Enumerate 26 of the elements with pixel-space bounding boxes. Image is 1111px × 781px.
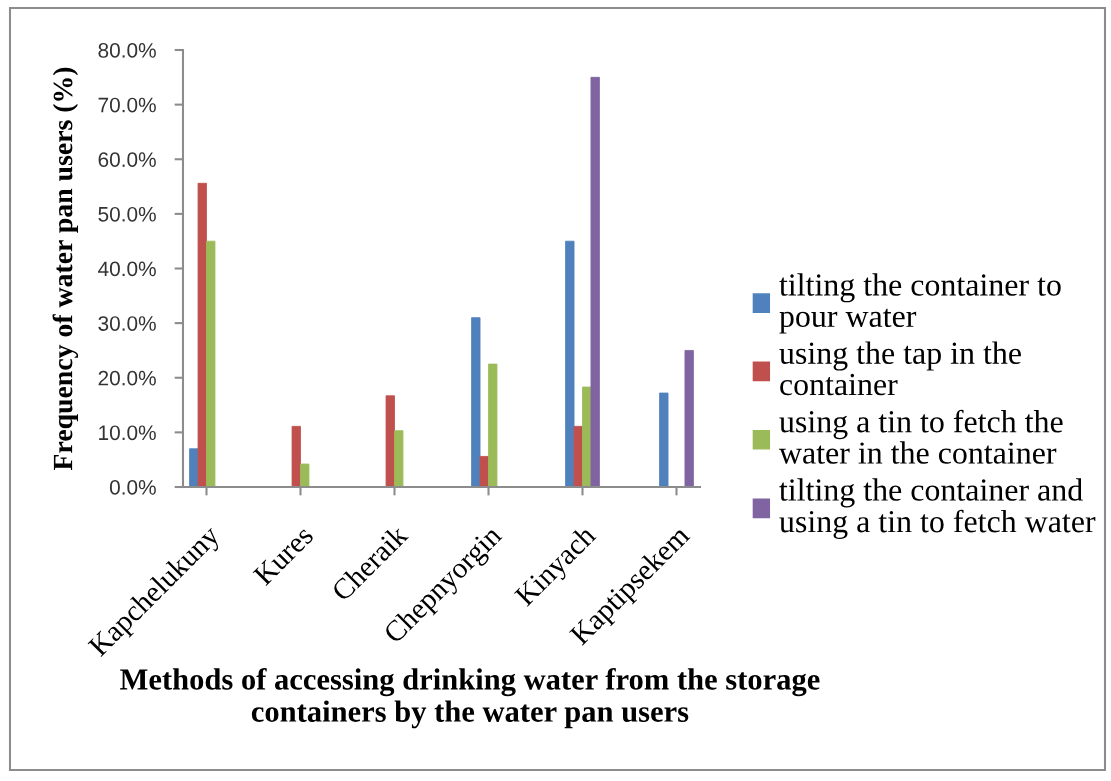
bar <box>197 182 207 487</box>
bar <box>590 76 600 487</box>
bar <box>206 240 216 487</box>
y-tick-label: 10.0% <box>99 425 156 441</box>
bar <box>573 425 583 487</box>
y-tick-label: 0.0% <box>109 480 156 495</box>
y-axis-title: Frequency of water pan users (%) <box>52 67 79 471</box>
bar <box>479 455 489 487</box>
bar <box>394 430 404 487</box>
y-tick-label: 70.0% <box>98 97 156 113</box>
y-tick-label: 40.0% <box>98 261 156 277</box>
bar <box>488 363 498 487</box>
y-tick-label: 80.0% <box>98 43 156 58</box>
y-tick-label: 30.0% <box>98 316 156 331</box>
y-tick-label: 50.0% <box>98 206 156 222</box>
y-tick-label: 20.0% <box>98 370 156 386</box>
bar <box>300 463 310 487</box>
bar <box>659 392 669 487</box>
y-tick-label: 60.0% <box>98 152 156 167</box>
bar <box>684 350 694 487</box>
bar <box>471 317 481 487</box>
bar <box>291 425 301 487</box>
bar <box>385 395 395 487</box>
legend-label: tilting the container and using a tin to fetch water <box>779 478 1096 540</box>
x-axis-title: Methods of accessing drinking water from the storage containers by the water pan users <box>120 667 820 729</box>
bar <box>565 240 575 487</box>
